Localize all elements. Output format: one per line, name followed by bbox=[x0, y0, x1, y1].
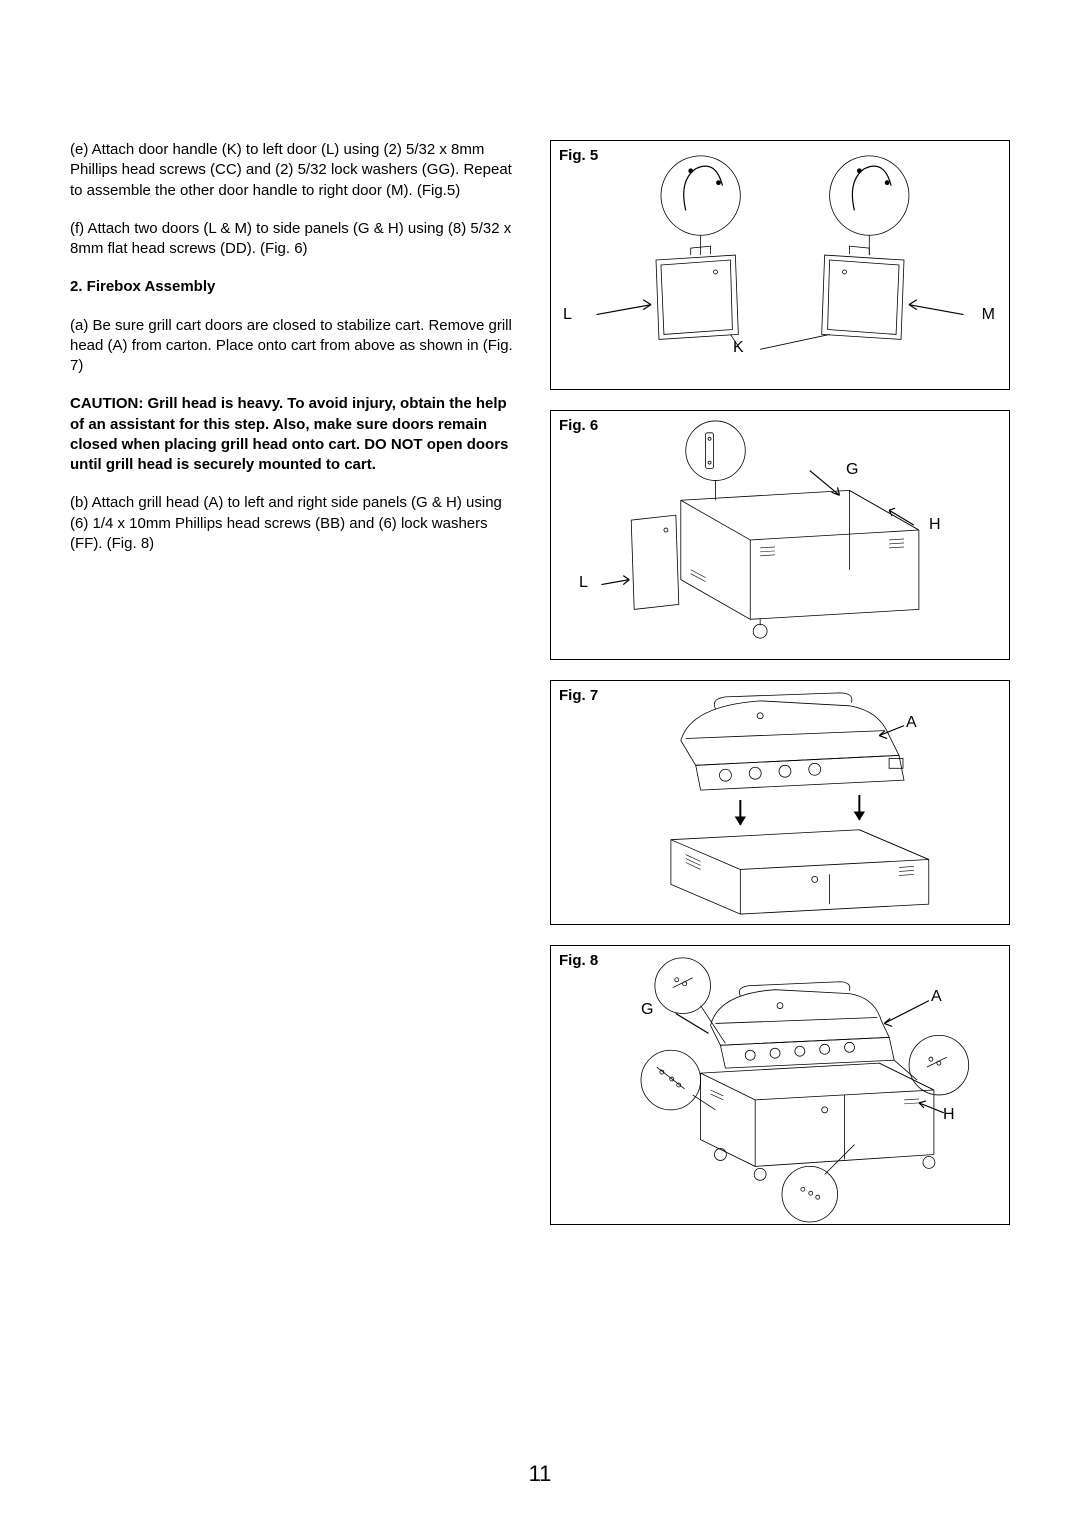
fig5-label: Fig. 5 bbox=[559, 147, 598, 164]
fig7-A: A bbox=[906, 714, 917, 732]
figure-6: Fig. 6 bbox=[550, 410, 1010, 660]
fig5-L: L bbox=[563, 306, 572, 324]
figure-column: Fig. 5 bbox=[550, 140, 1010, 1225]
figure-5: Fig. 5 bbox=[550, 140, 1010, 390]
text-column: (e) Attach door handle (K) to left door … bbox=[70, 140, 520, 1225]
para-f: (f) Attach two doors (L & M) to side pan… bbox=[70, 219, 520, 260]
fig6-H: H bbox=[929, 516, 941, 534]
fig7-label: Fig. 7 bbox=[559, 687, 598, 704]
caution-text: CAUTION: Grill head is heavy. To avoid i… bbox=[70, 394, 520, 475]
fig8-H: H bbox=[943, 1106, 955, 1124]
figure-7: Fig. 7 bbox=[550, 680, 1010, 925]
fig6-label: Fig. 6 bbox=[559, 417, 598, 434]
fig8-label: Fig. 8 bbox=[559, 952, 598, 969]
fig7-diagram bbox=[551, 681, 1009, 924]
fig5-M: M bbox=[982, 306, 995, 324]
heading-2: 2. Firebox Assembly bbox=[70, 277, 520, 297]
fig6-L: L bbox=[579, 574, 588, 592]
fig5-diagram bbox=[551, 141, 1009, 389]
figure-8: Fig. 8 bbox=[550, 945, 1010, 1225]
page-number: 11 bbox=[0, 1461, 1080, 1487]
fig5-K: K bbox=[733, 339, 744, 357]
fig8-A: A bbox=[931, 988, 942, 1006]
fig8-G: G bbox=[641, 1001, 653, 1019]
para-2b: (b) Attach grill head (A) to left and ri… bbox=[70, 493, 520, 554]
fig6-diagram bbox=[551, 411, 1009, 659]
para-e: (e) Attach door handle (K) to left door … bbox=[70, 140, 520, 201]
para-2a: (a) Be sure grill cart doors are closed … bbox=[70, 316, 520, 377]
page-content: (e) Attach door handle (K) to left door … bbox=[70, 140, 1010, 1225]
fig6-G: G bbox=[846, 461, 858, 479]
